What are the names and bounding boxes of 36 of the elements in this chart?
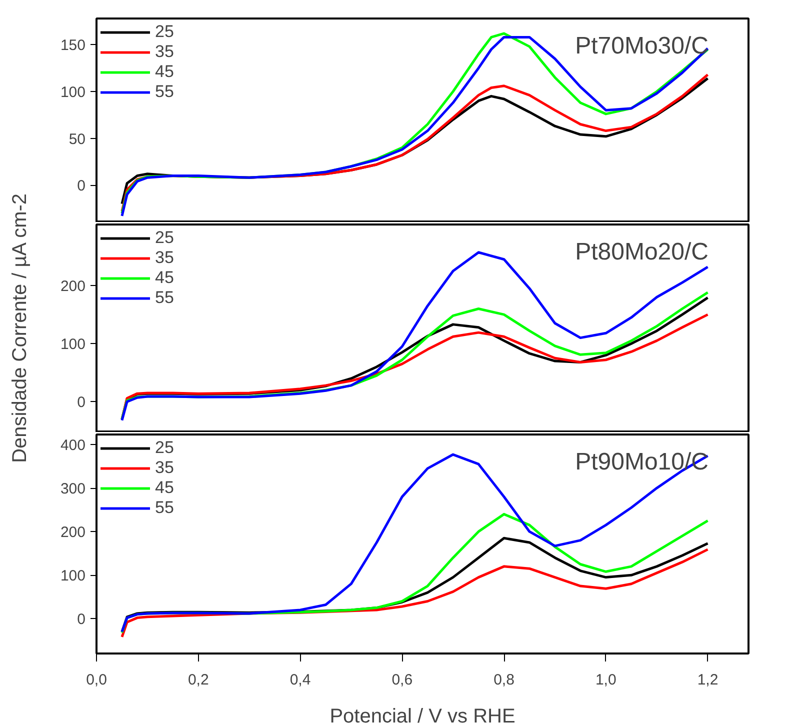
x-tick-label: 0,4 <box>290 672 311 688</box>
y-tick-label: 400 <box>60 437 86 454</box>
y-axis-title: Densidade Corrente / µA cm-2 <box>9 193 31 463</box>
y-tick-label: 200 <box>60 524 86 542</box>
legend-label: 55 <box>155 498 175 518</box>
legend-label: 55 <box>155 288 175 308</box>
y-tick-label: 100 <box>60 568 86 585</box>
y-tick-label: 200 <box>60 278 86 296</box>
legend-label: 45 <box>155 62 175 82</box>
legend-label: 35 <box>155 42 175 62</box>
legend-label: 25 <box>155 438 175 458</box>
x-tick-label: 0,2 <box>188 672 209 688</box>
legend-label: 35 <box>155 458 175 478</box>
x-axis-title: Potencial / V vs RHE <box>330 706 516 726</box>
y-tick-label: 150 <box>60 37 86 54</box>
x-tick-label: 1,2 <box>697 672 718 688</box>
legend-label: 35 <box>155 248 175 268</box>
y-tick-label: 50 <box>68 130 86 148</box>
y-tick-label: 0 <box>77 178 86 195</box>
legend-label: 45 <box>155 478 175 498</box>
y-tick-label: 300 <box>60 480 86 498</box>
legend-label: 45 <box>155 268 175 288</box>
x-tick-label: 0,0 <box>86 672 107 688</box>
legend-label: 55 <box>155 82 175 102</box>
line-series <box>120 453 709 633</box>
annotation: Pt80Mo20/C <box>575 238 708 266</box>
y-tick-label: 100 <box>60 84 86 101</box>
x-tick-label: 1,0 <box>595 672 616 688</box>
legend-label: 25 <box>155 22 175 42</box>
x-tick-label: 0,6 <box>392 672 413 688</box>
y-tick-label: 100 <box>60 336 86 354</box>
legend-label: 25 <box>155 228 175 248</box>
annotation: Pt70Mo30/C <box>575 32 708 60</box>
y-tick-label: 0 <box>77 611 86 628</box>
x-tick-label: 0,8 <box>494 672 514 688</box>
y-tick-label: 0 <box>77 394 86 412</box>
